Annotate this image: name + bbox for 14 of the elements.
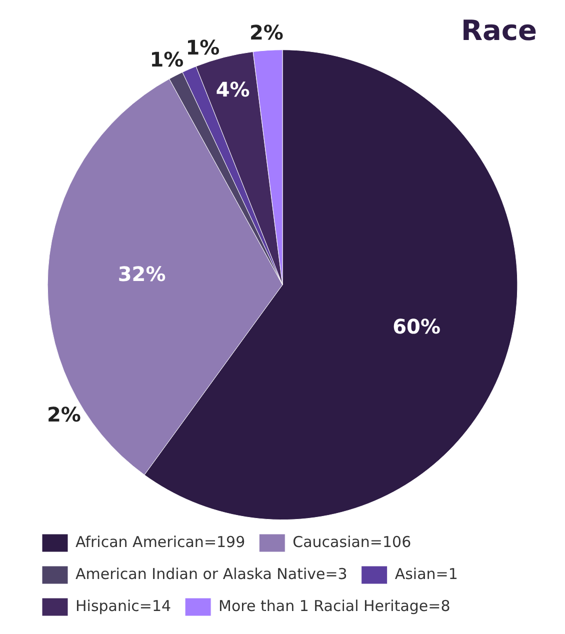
- text: 2%: [46, 402, 81, 426]
- legend-label: Caucasian=106: [292, 532, 412, 551]
- data-label: 60%: [392, 314, 441, 339]
- chart-title: Race: [460, 14, 537, 48]
- legend-label: American Indian or Alaska Native=3: [76, 564, 348, 583]
- data-label: 32%: [118, 262, 166, 286]
- legend-label: More than 1 Racial Heritage=8: [218, 596, 450, 615]
- data-label: 1%: [186, 35, 220, 60]
- legend-label: African American=199: [76, 532, 246, 551]
- legend-label: Asian=1: [394, 564, 458, 583]
- legend-label: Hispanic=14: [76, 596, 172, 615]
- data-label: 4%: [216, 78, 250, 102]
- data-label: 1%: [150, 47, 184, 72]
- data-label: 2%: [250, 20, 284, 45]
